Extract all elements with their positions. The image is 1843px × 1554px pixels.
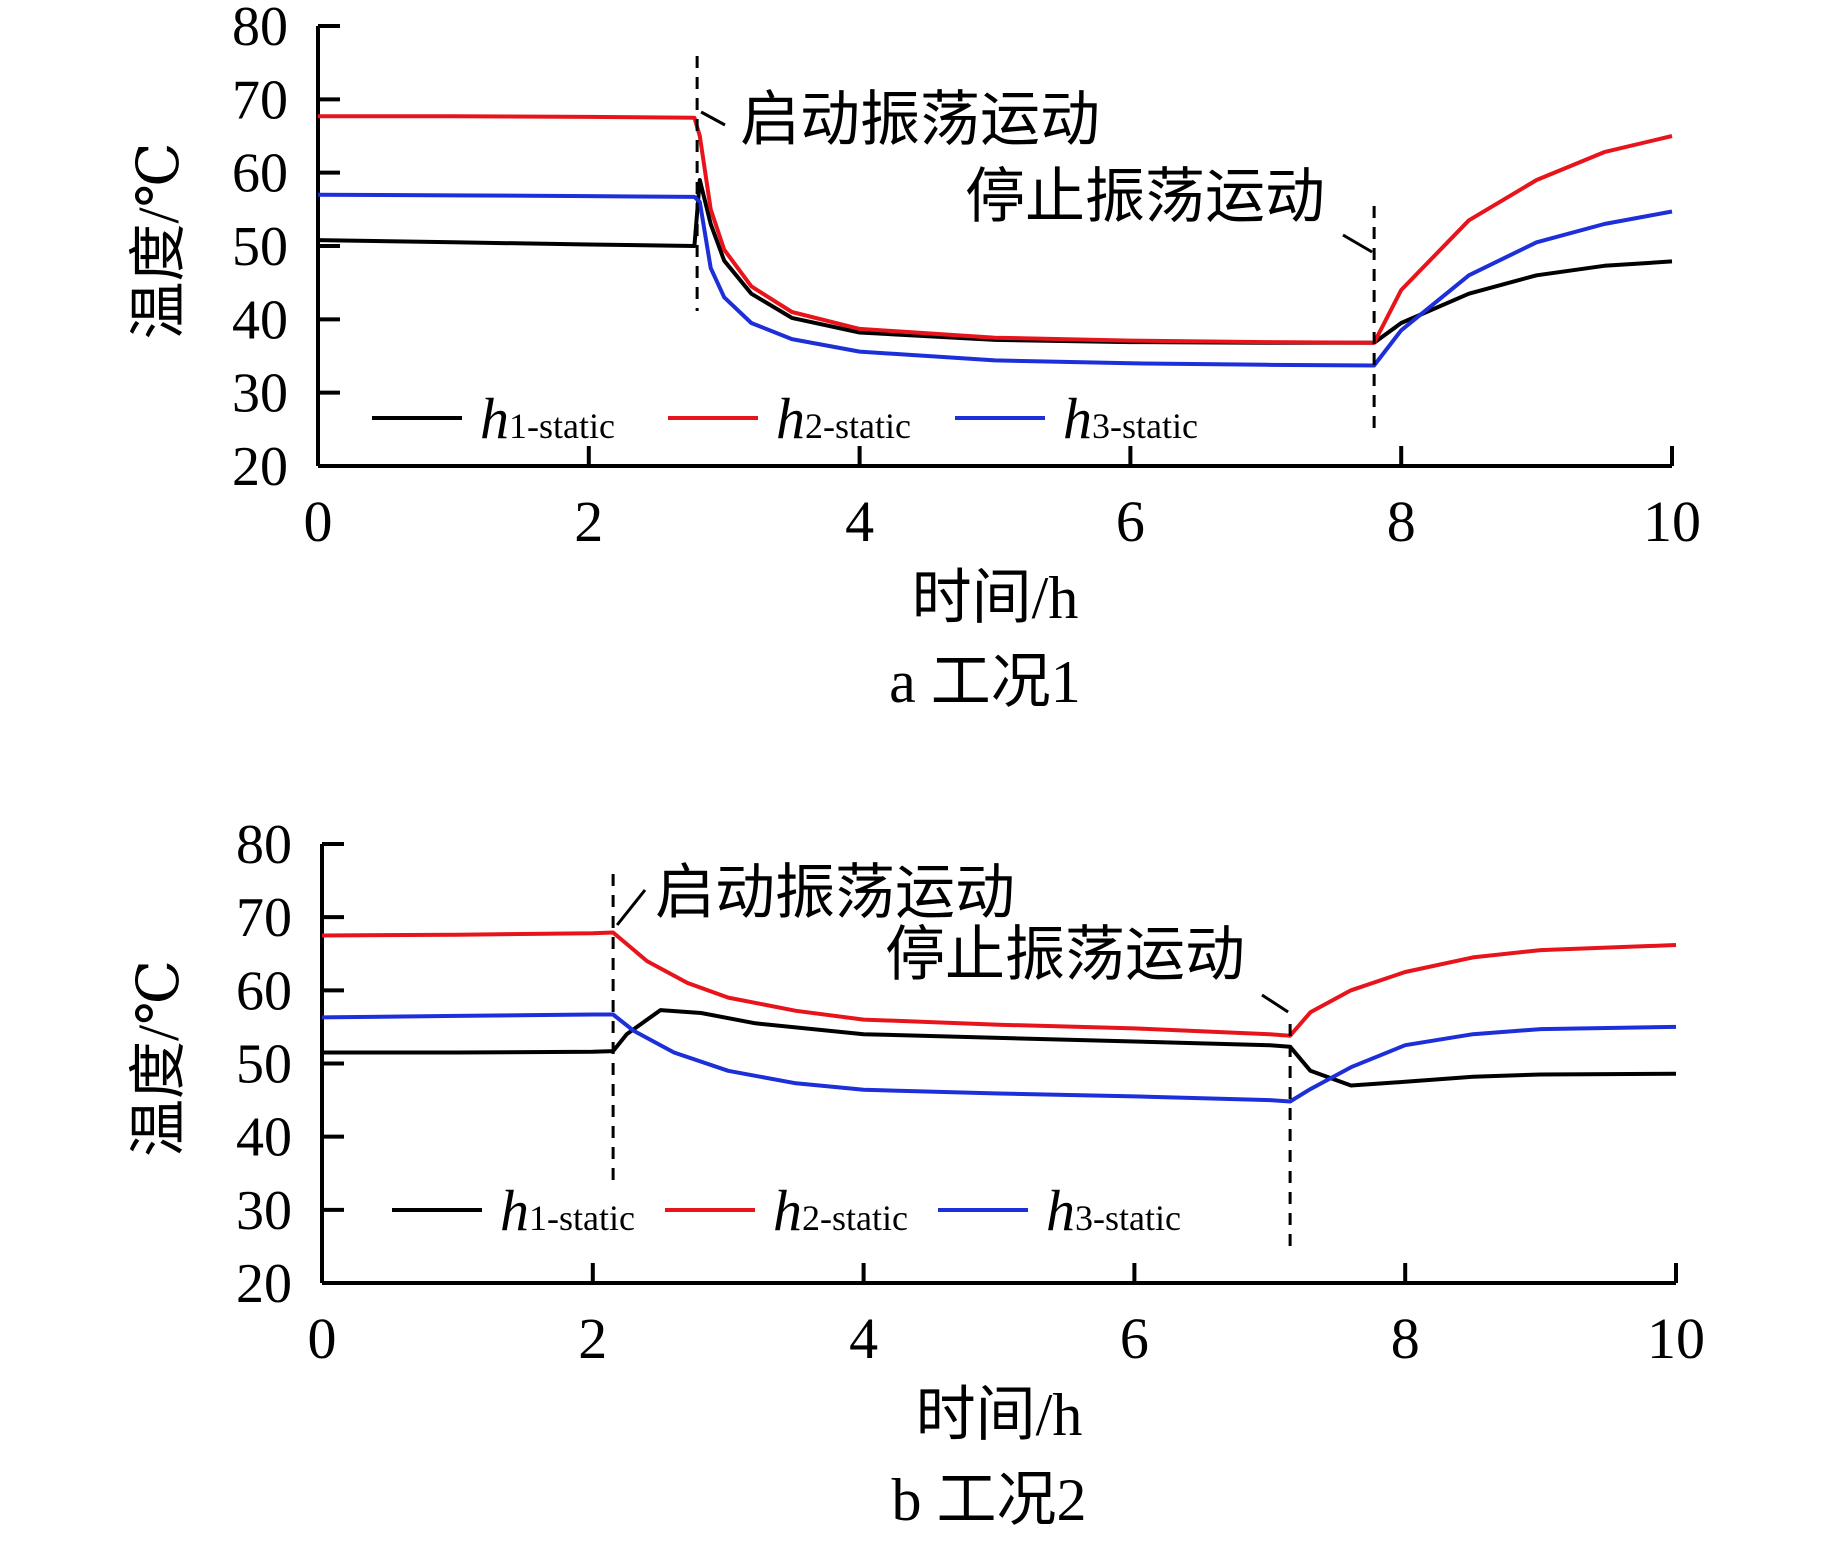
legend-label-2: h2-static [776,386,911,451]
legend-label-2: h2-static [773,1178,908,1243]
x-axis-title: 时间/h [916,1382,1083,1448]
legend-label-main: h [776,386,805,451]
series-line-1 [322,1008,1677,1088]
y-axis-title: 温度/℃ [126,143,191,340]
x-axis-title: 时间/h [912,565,1079,631]
legend-label-main: h [1046,1178,1075,1243]
annotation-start: 启动振荡运动 [740,87,1100,153]
x-tick-label: 0 [304,489,333,554]
series-line-1 [317,178,1673,345]
y-tick-label: 70 [232,69,288,131]
legend-label-sub: 3-static [1092,406,1198,446]
y-tick-label: 80 [232,0,288,58]
y-tick-label: 80 [236,814,292,876]
y-axis-title: 温度/℃ [126,960,191,1157]
y-tick-label: 20 [232,436,288,498]
legend-label-main: h [500,1178,529,1243]
x-tick-label: 10 [1647,1306,1705,1371]
x-tick-label: 4 [849,1306,878,1371]
annotation-stop: 停止振荡运动 [965,164,1325,230]
annotation-start: 启动振荡运动 [655,860,1015,926]
x-tick-label: 4 [845,489,874,554]
y-tick-label: 50 [236,1034,292,1096]
x-tick-label: 2 [578,1306,607,1371]
legend-label-1: h1-static [500,1178,635,1243]
panel-caption: b 工况2 [892,1467,1087,1533]
y-tick-label: 40 [236,1107,292,1169]
legend-label-main: h [773,1178,802,1243]
legend-label-main: h [1063,386,1092,451]
annotation-start-leader [615,889,647,926]
legend-label-main: h [480,386,509,451]
legend-label-sub: 3-static [1075,1198,1181,1238]
y-tick-label: 40 [232,289,288,351]
x-tick-label: 10 [1643,489,1701,554]
legend-label-1: h1-static [480,386,615,451]
y-tick-label: 30 [232,363,288,425]
x-tick-label: 0 [308,1306,337,1371]
panel-caption: a 工况1 [889,649,1081,715]
x-tick-label: 2 [574,489,603,554]
legend-label-3: h3-static [1046,1178,1181,1243]
series-line-3 [321,1012,1677,1104]
series-line-2 [318,114,1673,345]
annotation-stop: 停止振荡运动 [885,922,1245,988]
x-tick-label: 6 [1120,1306,1149,1371]
x-tick-label: 8 [1391,1306,1420,1371]
legend-label-sub: 1-static [509,406,615,446]
y-tick-label: 20 [236,1253,292,1315]
series-line-2 [321,930,1677,1038]
x-tick-label: 8 [1387,489,1416,554]
legend-label-sub: 1-static [529,1198,635,1238]
legend-label-3: h3-static [1063,386,1198,451]
y-tick-label: 50 [232,216,288,278]
y-tick-label: 60 [236,960,292,1022]
y-tick-label: 30 [236,1180,292,1242]
y-tick-label: 60 [232,143,288,205]
y-tick-label: 70 [236,887,292,949]
annotation-stop-leader [1342,233,1373,254]
legend-label-sub: 2-static [802,1198,908,1238]
x-tick-label: 6 [1116,489,1145,554]
legend-label-sub: 2-static [805,406,911,446]
series-line-3 [317,192,1673,368]
annotation-start-leader [700,110,726,127]
annotation-stop-leader [1261,993,1289,1014]
